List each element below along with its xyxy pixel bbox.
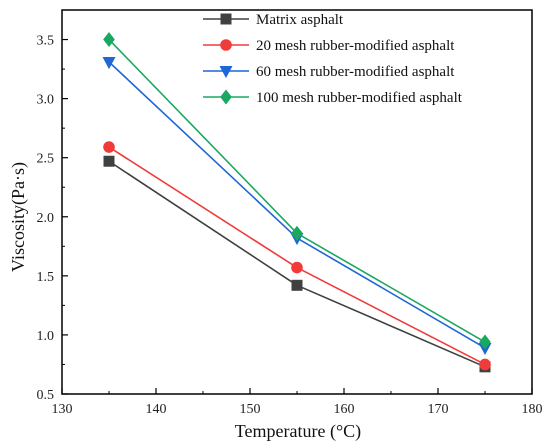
x-tick-label: 160 [334,402,355,417]
legend-label: 100 mesh rubber-modified asphalt [256,90,463,106]
data-point [479,334,491,350]
legend-marker [220,39,232,51]
data-point [479,358,491,371]
y-tick-label: 0.5 [37,388,55,403]
y-tick-label: 1.0 [37,329,55,344]
legend-item: 60 mesh rubber-modified asphalt [203,64,455,80]
legend-label: 20 mesh rubber-modified asphalt [256,38,455,54]
data-point [291,279,303,291]
series-group [103,141,491,371]
legend-label: Matrix asphalt [256,12,344,28]
data-point [291,261,303,274]
y-tick-label: 3.5 [37,34,55,49]
series-group [103,32,491,350]
data-point [291,225,303,241]
data-point [103,141,115,153]
x-tick-label: 180 [522,402,543,417]
data-point [103,32,115,48]
legend-marker [220,13,232,25]
legend-item: 20 mesh rubber-modified asphalt [203,38,455,54]
legend-marker [219,66,233,79]
x-axis-title: Temperature (°C) [235,421,361,442]
data-point [102,57,116,70]
legend-label: 60 mesh rubber-modified asphalt [256,64,455,80]
y-tick-label: 2.0 [37,211,55,226]
series-line [108,146,486,366]
y-tick-label: 1.5 [37,270,55,285]
x-tick-label: 170 [428,402,449,417]
x-tick-label: 150 [240,402,261,417]
y-axis-title: Viscosity(Pa·s) [8,162,29,272]
legend-marker [220,89,232,105]
data-point [103,155,115,167]
series-line [108,38,486,343]
y-tick-label: 3.0 [37,93,55,108]
legend-item: 100 mesh rubber-modified asphalt [203,89,463,106]
x-tick-label: 140 [146,402,167,417]
legend-item: Matrix asphalt [203,12,344,28]
x-tick-label: 130 [52,402,73,417]
y-tick-label: 2.5 [37,152,55,167]
